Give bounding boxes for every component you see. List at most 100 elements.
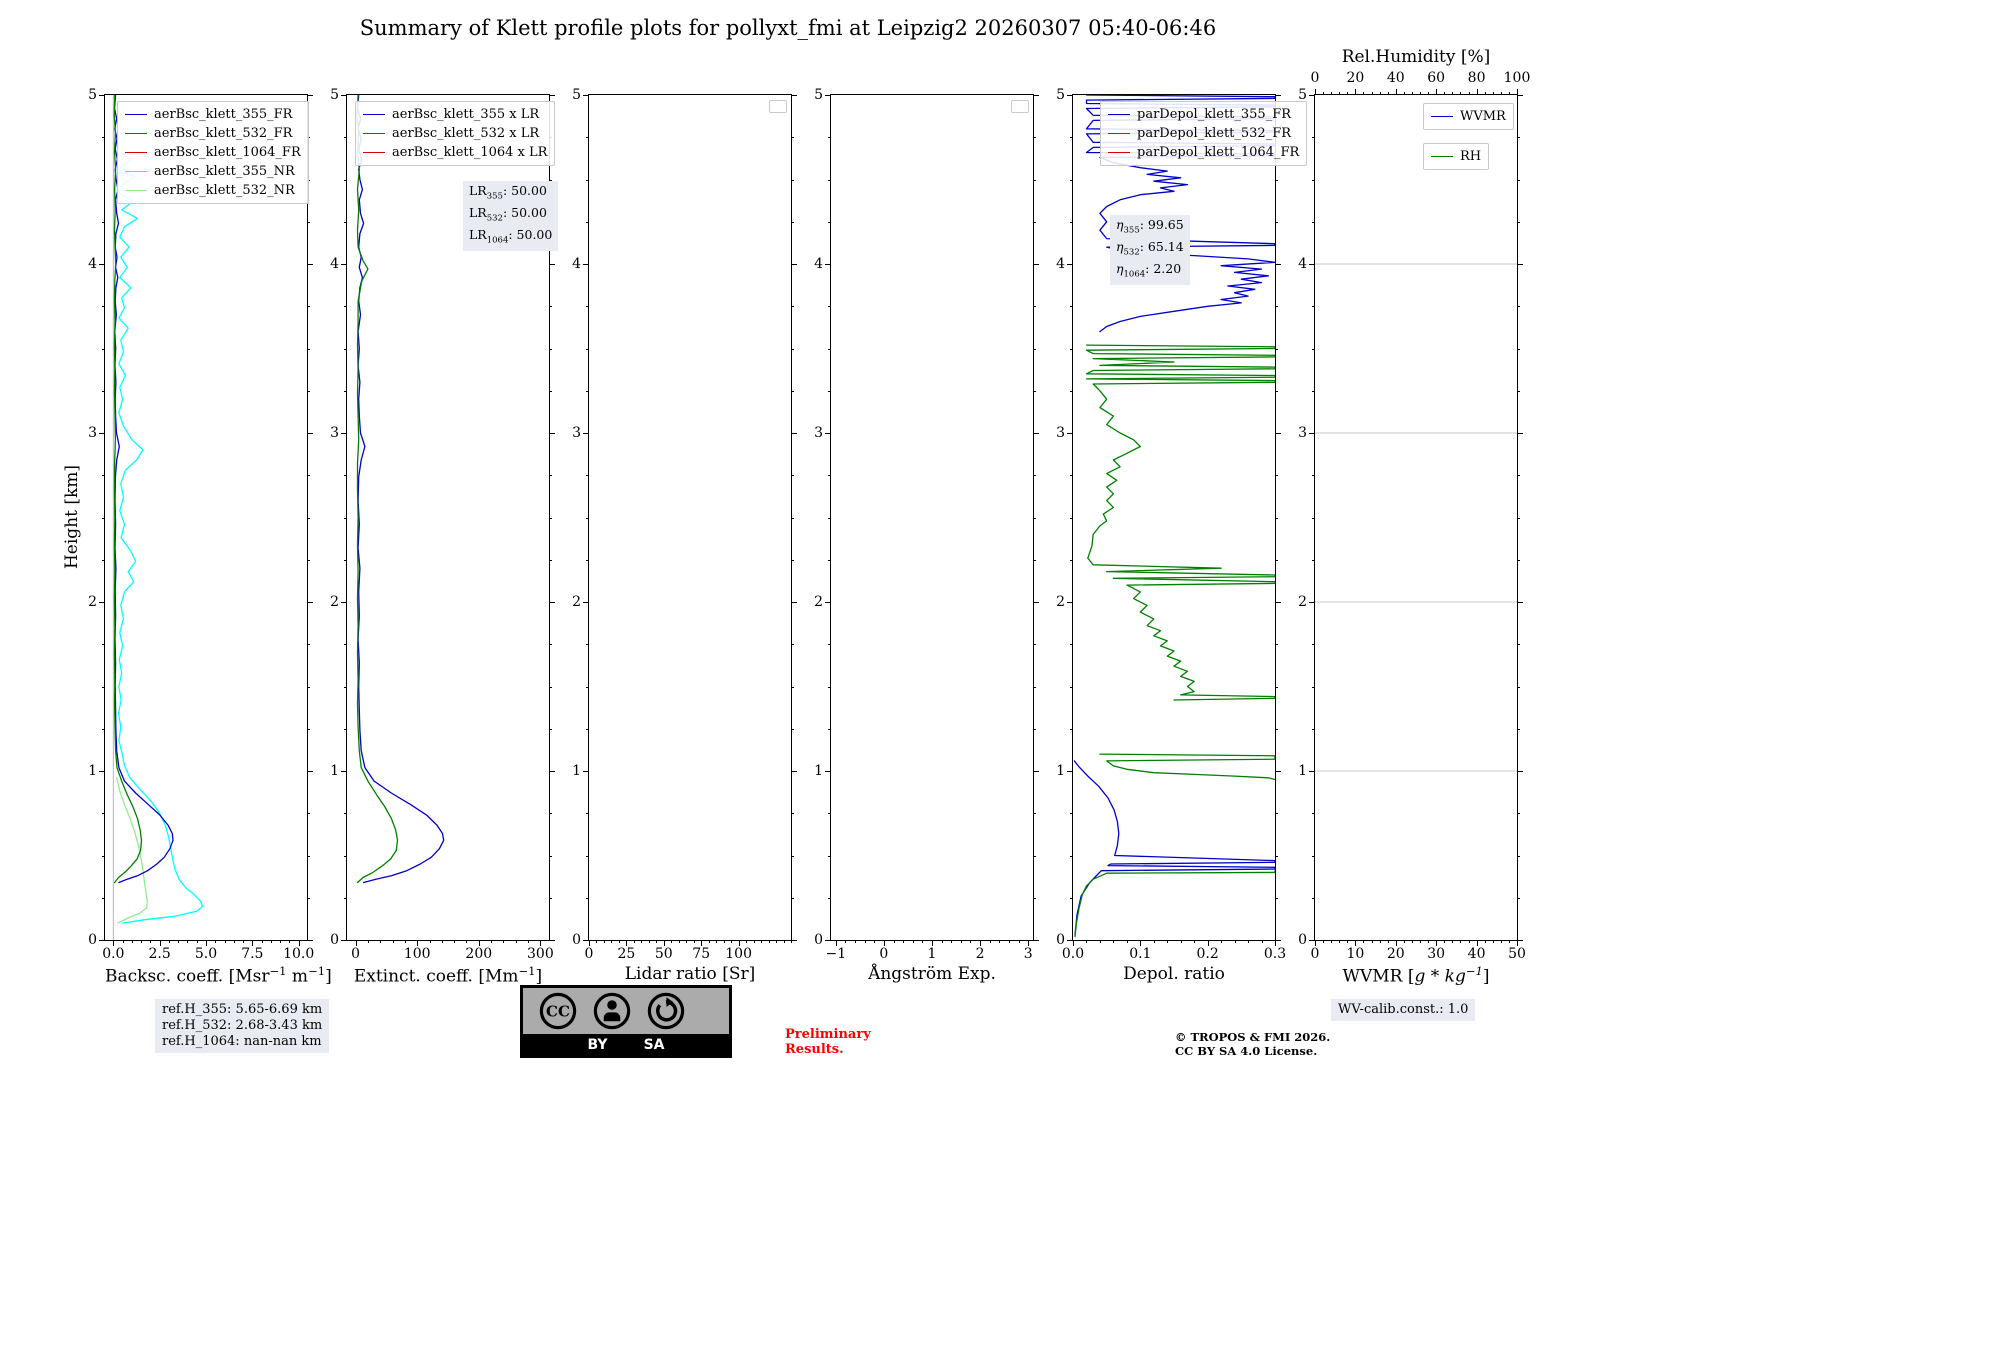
x-tick-label: 0 <box>351 946 361 962</box>
tick-mark <box>1517 89 1518 95</box>
tick-mark <box>1312 686 1315 688</box>
legend-label: parDepol_klett_532_FR <box>1137 126 1292 141</box>
tick-mark <box>1033 771 1039 772</box>
tick-mark <box>738 940 740 946</box>
tick-mark <box>980 940 982 946</box>
tick-mark <box>1508 940 1510 943</box>
tick-mark <box>1275 686 1278 688</box>
tick-mark <box>307 940 313 941</box>
tick-mark <box>1033 179 1036 181</box>
tick-mark <box>1492 940 1494 943</box>
tick-mark <box>1070 348 1073 350</box>
tick-mark <box>1033 517 1036 519</box>
tick-mark <box>1033 95 1039 96</box>
tick-mark <box>791 221 794 223</box>
series-depol532 <box>1085 344 1275 701</box>
tick-mark <box>252 940 254 946</box>
legend-line-swatch <box>125 114 147 115</box>
tick-mark <box>1444 92 1446 95</box>
panel-wvmr: 0 1 2 3 4 5 0 10 20 30 40 50 0 20 40 60 80 100 Rel.Humidit… <box>1298 47 1530 987</box>
legend-label: aerBsc_klett_532 x LR <box>392 126 540 141</box>
tick-mark <box>102 897 105 899</box>
x-tick-label: 0 <box>584 946 594 962</box>
tick-mark <box>102 686 105 688</box>
tick-mark <box>828 686 831 688</box>
tick-mark <box>1315 940 1316 946</box>
tick-mark <box>102 348 105 350</box>
person-icon <box>593 992 631 1030</box>
tick-mark <box>1275 940 1281 941</box>
tick-mark <box>102 390 105 392</box>
tick-mark <box>1033 433 1039 434</box>
tick-mark <box>586 390 589 392</box>
tick-mark <box>187 940 189 943</box>
tick-mark <box>1363 940 1365 943</box>
tick-mark <box>791 855 794 857</box>
y-tick-label: 4 <box>814 256 823 272</box>
y-tick-label: 4 <box>1056 256 1065 272</box>
tick-mark <box>693 940 695 943</box>
y-tick-label: 3 <box>1056 425 1065 441</box>
top-tick-label: 40 <box>1386 70 1405 86</box>
tick-mark <box>791 517 794 519</box>
tick-mark <box>603 940 605 943</box>
tick-mark <box>1452 92 1454 95</box>
tick-mark <box>270 940 272 943</box>
legend-item: RH <box>1431 147 1481 166</box>
tick-mark <box>1436 89 1438 95</box>
top-tick-label: 20 <box>1346 70 1365 86</box>
tick-mark <box>1517 855 1520 857</box>
tick-mark <box>549 686 552 688</box>
legend-line-swatch <box>1431 116 1453 117</box>
tick-mark <box>586 897 589 899</box>
tick-mark <box>344 179 347 181</box>
tick-mark <box>380 940 382 943</box>
series-bsc355_NR <box>117 151 204 924</box>
tick-mark <box>491 940 493 943</box>
tick-mark <box>1033 348 1036 350</box>
y-tick-label: 1 <box>572 763 581 779</box>
preliminary-line: Preliminary <box>785 1027 871 1042</box>
tick-mark <box>1420 940 1422 943</box>
tick-mark <box>828 475 831 477</box>
y-tick-label: 5 <box>88 87 97 103</box>
top-axis-label: Rel.Humidity [%] <box>1341 47 1491 67</box>
y-tick-label: 5 <box>814 87 823 103</box>
tick-mark <box>686 940 688 943</box>
tick-mark <box>1468 940 1470 943</box>
tick-mark <box>1428 92 1430 95</box>
tick-mark <box>1275 475 1278 477</box>
tick-mark <box>1070 179 1073 181</box>
tick-mark <box>307 433 313 434</box>
tick-mark <box>1033 559 1036 561</box>
tick-mark <box>549 179 552 181</box>
tick-mark <box>454 940 456 943</box>
x-tick-label: 0.3 <box>1263 946 1287 962</box>
tick-mark <box>307 897 310 899</box>
tick-mark <box>1315 89 1316 95</box>
tick-mark <box>835 940 837 946</box>
tick-mark <box>1113 940 1115 943</box>
tick-mark <box>102 855 105 857</box>
tick-mark <box>864 940 866 943</box>
tick-mark <box>1371 940 1373 943</box>
legend-empty <box>1011 100 1029 113</box>
tick-mark <box>280 940 282 943</box>
tick-mark <box>586 813 589 815</box>
tick-mark <box>341 264 347 265</box>
tick-mark <box>1411 92 1413 95</box>
tick-mark <box>583 264 589 265</box>
y-tick-label: 3 <box>330 425 339 441</box>
legend-item: aerBsc_klett_532 x LR <box>363 124 547 143</box>
x-axis-label-extinction: Extinct. coeff. [Mm−1] <box>353 964 543 987</box>
figure-title: Summary of Klett profile plots for polly… <box>359 16 1217 40</box>
tick-mark <box>791 686 794 688</box>
tick-mark <box>825 95 831 96</box>
annotation-line: LR355: 50.00 <box>469 183 547 202</box>
tick-mark <box>344 559 347 561</box>
x-tick-label: 0 <box>879 946 889 962</box>
x-tick-label: 0.0 <box>102 946 125 962</box>
tick-mark <box>1331 940 1333 943</box>
tick-mark <box>1517 771 1523 772</box>
tick-mark <box>828 644 831 646</box>
